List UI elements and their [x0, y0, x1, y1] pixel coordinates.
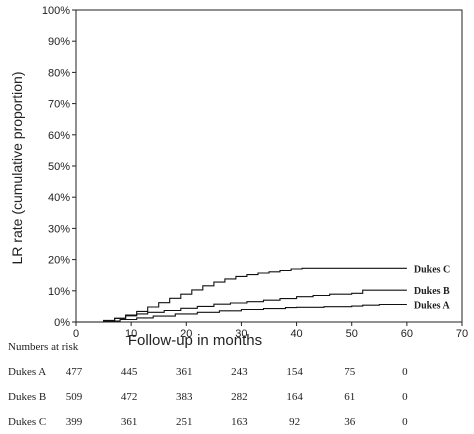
- risk-cell: 399: [66, 416, 83, 428]
- y-tick-label: 90%: [48, 36, 70, 48]
- series-label-dukes-b: Dukes B: [414, 286, 450, 297]
- y-axis-label: LR rate (cumulative proportion): [9, 72, 25, 265]
- x-tick-label: 10: [125, 328, 137, 340]
- risk-cell: 383: [176, 391, 193, 403]
- risk-cell: 61: [344, 391, 355, 403]
- y-tick-label: 30%: [48, 223, 70, 235]
- x-tick-label: 70: [456, 328, 468, 340]
- risk-cell: 164: [286, 391, 303, 403]
- y-tick-label: 20%: [48, 255, 70, 267]
- risk-row-label: Dukes C: [8, 416, 46, 428]
- risk-cell: 361: [176, 366, 193, 378]
- risk-cell: 75: [344, 366, 356, 378]
- risk-cell: 0: [402, 416, 408, 428]
- risk-cell: 509: [66, 391, 83, 403]
- x-axis-label: Follow-up in months: [128, 332, 262, 349]
- risk-cell: 361: [121, 416, 138, 428]
- y-tick-label: 60%: [48, 130, 70, 142]
- series-label-dukes-a: Dukes A: [414, 301, 451, 312]
- series-labels: Dukes A Dukes B Dukes C: [414, 264, 451, 311]
- x-tick-label: 30: [235, 328, 247, 340]
- risk-cell: 163: [231, 416, 248, 428]
- x-tick-label: 50: [346, 328, 358, 340]
- risk-cell: 472: [121, 391, 138, 403]
- y-tick-label: 50%: [48, 161, 70, 173]
- series-lines: [76, 267, 407, 323]
- risk-table-header: Numbers at risk: [8, 341, 79, 353]
- y-tick-label: 80%: [48, 67, 70, 79]
- x-tick-label: 0: [73, 328, 79, 340]
- x-tick-label: 20: [180, 328, 192, 340]
- risk-row-label: Dukes A: [8, 366, 46, 378]
- risk-cell: 0: [402, 366, 408, 378]
- x-tick-label: 40: [290, 328, 302, 340]
- series-line-dukes-c: [76, 267, 407, 323]
- risk-cell: 445: [121, 366, 138, 378]
- series-label-dukes-c: Dukes C: [414, 264, 450, 275]
- risk-cell: 36: [344, 416, 356, 428]
- y-tick-label: 70%: [48, 99, 70, 111]
- risk-cell: 92: [289, 416, 300, 428]
- risk-table: Numbers at risk Dukes A 477 445 361 243 154 75…: [8, 341, 408, 428]
- risk-cell: 243: [231, 366, 248, 378]
- y-axis: 0% 10% 20% 30% 40% 50% 60% 70% 80% 90% 100%: [42, 5, 76, 329]
- risk-cell: 0: [402, 391, 408, 403]
- x-axis: 0 10 20 30 40 50 60 70: [73, 322, 468, 340]
- y-tick-label: 40%: [48, 192, 70, 204]
- y-tick-label: 10%: [48, 286, 70, 298]
- risk-row-label: Dukes B: [8, 391, 46, 403]
- risk-cell: 477: [66, 366, 83, 378]
- y-tick-label: 100%: [42, 5, 70, 17]
- risk-cell: 154: [286, 366, 303, 378]
- series-line-dukes-a: [76, 303, 407, 323]
- risk-cell: 251: [176, 416, 193, 428]
- risk-cell: 282: [231, 391, 248, 403]
- y-tick-label: 0%: [54, 317, 70, 329]
- x-tick-label: 60: [401, 328, 413, 340]
